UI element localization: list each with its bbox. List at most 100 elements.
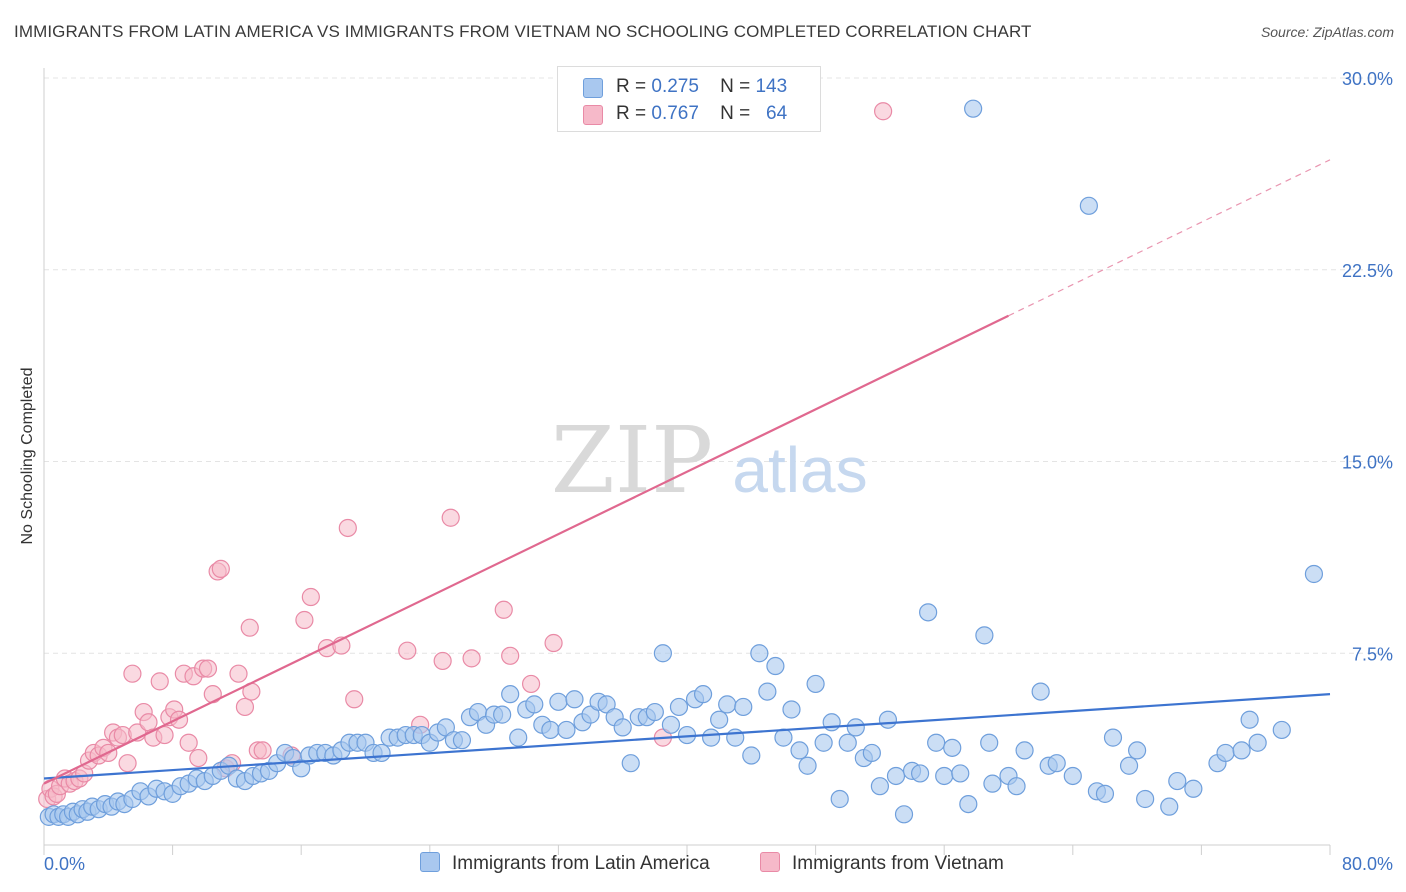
point-latin-america bbox=[509, 728, 528, 747]
point-latin-america bbox=[549, 692, 568, 711]
point-vietnam bbox=[544, 633, 563, 653]
point-latin-america bbox=[1103, 728, 1123, 747]
point-vietnam bbox=[169, 710, 189, 729]
n-value: 64 bbox=[766, 103, 788, 124]
point-latin-america bbox=[597, 695, 616, 714]
point-latin-america bbox=[814, 733, 833, 752]
x-tick-label: 80.0% bbox=[1342, 854, 1393, 874]
point-latin-america bbox=[661, 715, 681, 734]
point-latin-america bbox=[292, 759, 311, 778]
point-latin-america bbox=[1127, 741, 1147, 760]
point-latin-america bbox=[452, 731, 472, 750]
point-latin-america bbox=[959, 794, 978, 814]
latin-america-swatch bbox=[583, 78, 603, 98]
point-latin-america bbox=[1232, 741, 1251, 760]
point-latin-america bbox=[1240, 710, 1259, 729]
stats-legend: R = 0.275 N = 143 R = 0.767 N = 64 bbox=[557, 66, 821, 132]
point-latin-america bbox=[718, 695, 737, 714]
point-vietnam bbox=[139, 713, 158, 732]
point-latin-america bbox=[501, 685, 520, 704]
y-tick-label: 30.0% bbox=[1342, 69, 1393, 89]
point-vietnam bbox=[203, 685, 222, 704]
point-vietnam bbox=[433, 651, 452, 671]
point-vietnam bbox=[338, 518, 357, 538]
point-vietnam bbox=[874, 102, 893, 121]
point-latin-america bbox=[645, 702, 664, 722]
point-latin-america bbox=[1015, 741, 1034, 760]
point-vietnam bbox=[179, 733, 198, 752]
n-label: N = bbox=[720, 103, 751, 124]
y-tick-label: 15.0% bbox=[1342, 453, 1393, 473]
point-vietnam bbox=[123, 664, 142, 683]
point-latin-america bbox=[964, 99, 983, 118]
point-latin-america bbox=[1168, 771, 1187, 791]
point-latin-america bbox=[436, 718, 455, 737]
point-latin-america bbox=[951, 764, 970, 783]
source-note: Source: ZipAtlas.com bbox=[1260, 24, 1394, 40]
point-latin-america bbox=[774, 728, 793, 747]
point-latin-america bbox=[766, 656, 785, 676]
point-latin-america bbox=[1079, 196, 1098, 215]
point-latin-america bbox=[557, 720, 576, 740]
point-latin-america bbox=[886, 766, 906, 786]
point-latin-america bbox=[1063, 766, 1082, 786]
y-tick-label: 22.5% bbox=[1342, 261, 1393, 281]
watermark-zip: ZIP bbox=[551, 407, 713, 514]
vietnam-swatch bbox=[583, 105, 603, 125]
point-vietnam bbox=[253, 741, 272, 760]
point-vietnam bbox=[441, 508, 460, 527]
r-value: 0.275 bbox=[651, 76, 699, 97]
n-value: 143 bbox=[755, 76, 788, 97]
point-latin-america bbox=[943, 738, 962, 757]
legend-item-vietnam[interactable]: Immigrants from Vietnam bbox=[760, 852, 1004, 876]
latin-america-legend-swatch bbox=[420, 852, 440, 872]
point-latin-america bbox=[613, 718, 632, 737]
point-vietnam bbox=[501, 646, 520, 665]
point-latin-america bbox=[878, 710, 898, 729]
point-latin-america bbox=[1136, 789, 1155, 809]
legend-label-vietnam: Immigrants from Vietnam bbox=[792, 853, 1004, 874]
point-latin-america bbox=[693, 685, 713, 704]
point-latin-america bbox=[653, 644, 672, 663]
point-latin-america bbox=[782, 700, 801, 719]
point-latin-america bbox=[830, 789, 849, 809]
point-vietnam bbox=[235, 697, 255, 717]
point-vietnam bbox=[118, 754, 137, 773]
point-latin-america bbox=[621, 754, 640, 773]
series-latin-america-points bbox=[39, 99, 1324, 826]
point-latin-america bbox=[894, 805, 914, 824]
point-vietnam bbox=[398, 641, 417, 660]
point-latin-america bbox=[726, 728, 745, 747]
point-latin-america bbox=[838, 733, 857, 752]
point-vietnam bbox=[521, 674, 541, 694]
y-axis-label: No Schooling Completed bbox=[19, 367, 36, 545]
legend-label-latin-america: Immigrants from Latin America bbox=[452, 853, 710, 874]
point-vietnam bbox=[301, 587, 320, 607]
point-latin-america bbox=[927, 733, 946, 752]
point-latin-america bbox=[710, 710, 729, 729]
point-latin-america bbox=[581, 705, 600, 724]
point-latin-america bbox=[919, 603, 938, 622]
point-latin-america bbox=[806, 674, 825, 694]
point-latin-america bbox=[493, 705, 512, 724]
point-latin-america bbox=[541, 720, 560, 740]
legend-item-latin-america[interactable]: Immigrants from Latin America bbox=[420, 852, 710, 876]
point-latin-america bbox=[525, 695, 544, 714]
point-latin-america bbox=[790, 741, 809, 760]
r-label: R = bbox=[616, 76, 647, 97]
watermark-atlas: atlas bbox=[732, 434, 867, 506]
axes bbox=[43, 68, 1331, 855]
trendline bbox=[43, 693, 1331, 780]
point-latin-america bbox=[1272, 720, 1291, 740]
y-tick-label: 7.5% bbox=[1352, 644, 1393, 664]
n-label: N = bbox=[720, 76, 751, 97]
point-latin-america bbox=[702, 728, 721, 747]
point-latin-america bbox=[734, 697, 753, 717]
trendlines bbox=[43, 159, 1331, 785]
point-vietnam bbox=[211, 559, 230, 578]
x-tick-label: 0.0% bbox=[44, 854, 85, 874]
r-label: R = bbox=[616, 103, 647, 124]
point-latin-america bbox=[975, 626, 994, 645]
point-latin-america bbox=[669, 697, 689, 717]
